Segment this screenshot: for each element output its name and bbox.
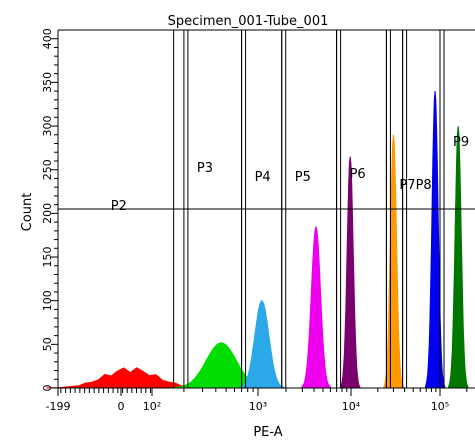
gate-label-P3: P3 xyxy=(197,161,213,176)
gate-label-P2: P2 xyxy=(111,199,127,214)
chart-title: Specimen_001-Tube_001 xyxy=(168,14,329,29)
y-tick-label: 350 xyxy=(41,72,54,93)
y-tick-label: 100 xyxy=(41,290,54,311)
histogram-layer xyxy=(46,91,469,389)
y-axis-label: Count xyxy=(20,193,35,232)
y-tick-label: 250 xyxy=(41,159,54,180)
x-axis-label: PE-A xyxy=(253,425,282,440)
y-tick-label: 150 xyxy=(41,247,54,268)
histogram-series-8 xyxy=(448,125,469,389)
histogram-series-4 xyxy=(301,226,331,389)
x-tick-label: 10³ xyxy=(249,400,267,413)
x-tick-label: -199 xyxy=(46,400,71,413)
histogram-series-5 xyxy=(340,156,361,389)
gate-label-P8: P8 xyxy=(416,178,432,193)
gate-label-P5: P5 xyxy=(295,170,311,185)
gate-label-P7: P7 xyxy=(399,178,415,193)
gate-label-P6: P6 xyxy=(350,167,366,182)
x-tick-label: 10⁵ xyxy=(431,400,449,413)
y-tick-label: 200 xyxy=(41,203,54,224)
y-tick-label: 400 xyxy=(41,28,54,49)
x-tick-label: 0 xyxy=(118,400,125,413)
y-tick-label: 0 xyxy=(41,385,54,392)
x-tick-label: 10⁴ xyxy=(342,400,361,413)
gate-label-P9: P9 xyxy=(453,135,469,150)
axis-layer: 0 50 100 150 200 250 300 350 400 -199 0 10² 10³ 10⁴ 10… xyxy=(41,28,475,413)
gate-layer: P2 P3 P4 P5 P6 P7 P8 P9 xyxy=(58,30,475,388)
x-tick-label: 10² xyxy=(143,400,161,413)
y-tick-label: 300 xyxy=(41,116,54,137)
gate-label-P4: P4 xyxy=(255,170,271,185)
y-tick-label: 50 xyxy=(41,337,54,351)
